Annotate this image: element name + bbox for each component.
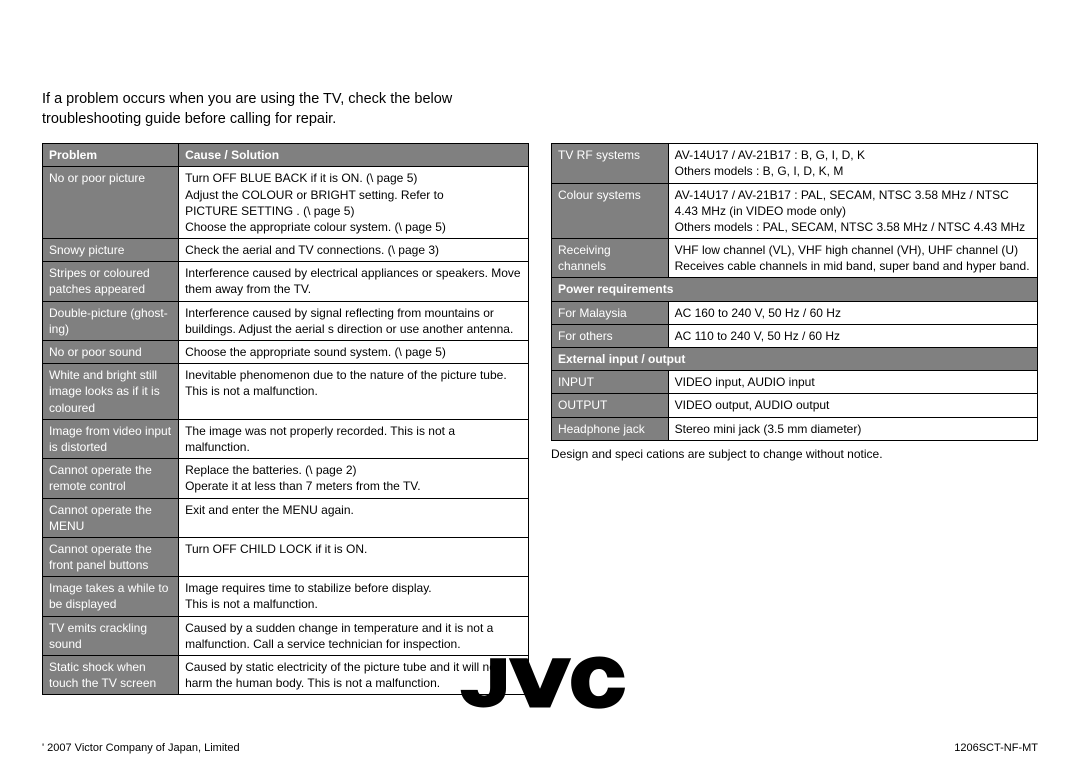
footer: ' 2007 Victor Company of Japan, Limited … bbox=[0, 653, 1080, 754]
spec-label: TV RF systems bbox=[552, 144, 669, 183]
content-columns: Problem Cause / Solution No or poor pict… bbox=[42, 143, 1038, 695]
spec-value: AV-14U17 / AV-21B17 : B, G, I, D, KOther… bbox=[668, 144, 1037, 183]
table-row-problem: Double-picture (ghost-ing) bbox=[43, 301, 179, 340]
table-row-problem: Cannot operate the MENU bbox=[43, 498, 179, 537]
table-row-solution: Choose the appropriate sound system. (\ … bbox=[179, 341, 529, 364]
table-row-solution: Image requires time to stabilize before … bbox=[179, 577, 529, 616]
spec-value: AC 110 to 240 V, 50 Hz / 60 Hz bbox=[668, 324, 1037, 347]
table-row-solution: Interference caused by electrical applia… bbox=[179, 262, 529, 301]
troubleshoot-column: Problem Cause / Solution No or poor pict… bbox=[42, 143, 529, 695]
spec-value: VHF low channel (VL), VHF high channel (… bbox=[668, 239, 1037, 278]
spec-value: VIDEO output, AUDIO output bbox=[668, 394, 1037, 417]
spec-value: Stereo mini jack (3.5 mm diameter) bbox=[668, 417, 1037, 440]
copyright: ' 2007 Victor Company of Japan, Limited bbox=[42, 742, 240, 754]
doc-code: 1206SCT-NF-MT bbox=[954, 742, 1038, 754]
table-row-problem: White and bright still image looks as if… bbox=[43, 364, 179, 420]
table-row-solution: Exit and enter the MENU again. bbox=[179, 498, 529, 537]
troubleshoot-table: Problem Cause / Solution No or poor pict… bbox=[42, 143, 529, 695]
table-row-problem: Image from video input is distorted bbox=[43, 419, 179, 458]
design-note: Design and speci cations are subject to … bbox=[551, 447, 1038, 461]
table-row-solution: Interference caused by signal reflecting… bbox=[179, 301, 529, 340]
table-row-solution: Turn OFF BLUE BACK if it is ON. (\ page … bbox=[179, 167, 529, 239]
table-row-problem: Stripes or coloured patches appeared bbox=[43, 262, 179, 301]
jvc-logo bbox=[455, 653, 625, 711]
io-header: External input / output bbox=[552, 348, 1038, 371]
power-header: Power requirements bbox=[552, 278, 1038, 301]
specs-column: TV RF systemsAV-14U17 / AV-21B17 : B, G,… bbox=[551, 143, 1038, 461]
th-problem: Problem bbox=[43, 144, 179, 167]
spec-label: OUTPUT bbox=[552, 394, 669, 417]
table-row-problem: Cannot operate the remote control bbox=[43, 459, 179, 498]
spec-label: Receiving channels bbox=[552, 239, 669, 278]
spec-value: AC 160 to 240 V, 50 Hz / 60 Hz bbox=[668, 301, 1037, 324]
spec-label: Colour systems bbox=[552, 183, 669, 239]
logo-wrap bbox=[42, 653, 1038, 714]
table-row-solution: Turn OFF CHILD LOCK if it is ON. bbox=[179, 537, 529, 576]
table-row-solution: Caused by a sudden change in temperature… bbox=[179, 616, 529, 655]
table-row-problem: Snowy picture bbox=[43, 239, 179, 262]
table-row-problem: TV emits crackling sound bbox=[43, 616, 179, 655]
spec-label: INPUT bbox=[552, 371, 669, 394]
spec-label: Headphone jack bbox=[552, 417, 669, 440]
table-row-problem: Cannot operate the front panel buttons bbox=[43, 537, 179, 576]
spec-label: For Malaysia bbox=[552, 301, 669, 324]
table-row-solution: Replace the batteries. (\ page 2)Operate… bbox=[179, 459, 529, 498]
table-row-problem: Image takes a while to be displayed bbox=[43, 577, 179, 616]
table-row-solution: Inevitable phenomenon due to the nature … bbox=[179, 364, 529, 420]
intro-text: If a problem occurs when you are using t… bbox=[42, 90, 522, 129]
table-row-problem: No or poor picture bbox=[43, 167, 179, 239]
table-row-problem: No or poor sound bbox=[43, 341, 179, 364]
specs-table: TV RF systemsAV-14U17 / AV-21B17 : B, G,… bbox=[551, 143, 1038, 441]
spec-value: AV-14U17 / AV-21B17 : PAL, SECAM, NTSC 3… bbox=[668, 183, 1037, 239]
th-solution: Cause / Solution bbox=[179, 144, 529, 167]
spec-label: For others bbox=[552, 324, 669, 347]
table-row-solution: The image was not properly recorded. Thi… bbox=[179, 419, 529, 458]
table-row-solution: Check the aerial and TV connections. (\ … bbox=[179, 239, 529, 262]
spec-value: VIDEO input, AUDIO input bbox=[668, 371, 1037, 394]
